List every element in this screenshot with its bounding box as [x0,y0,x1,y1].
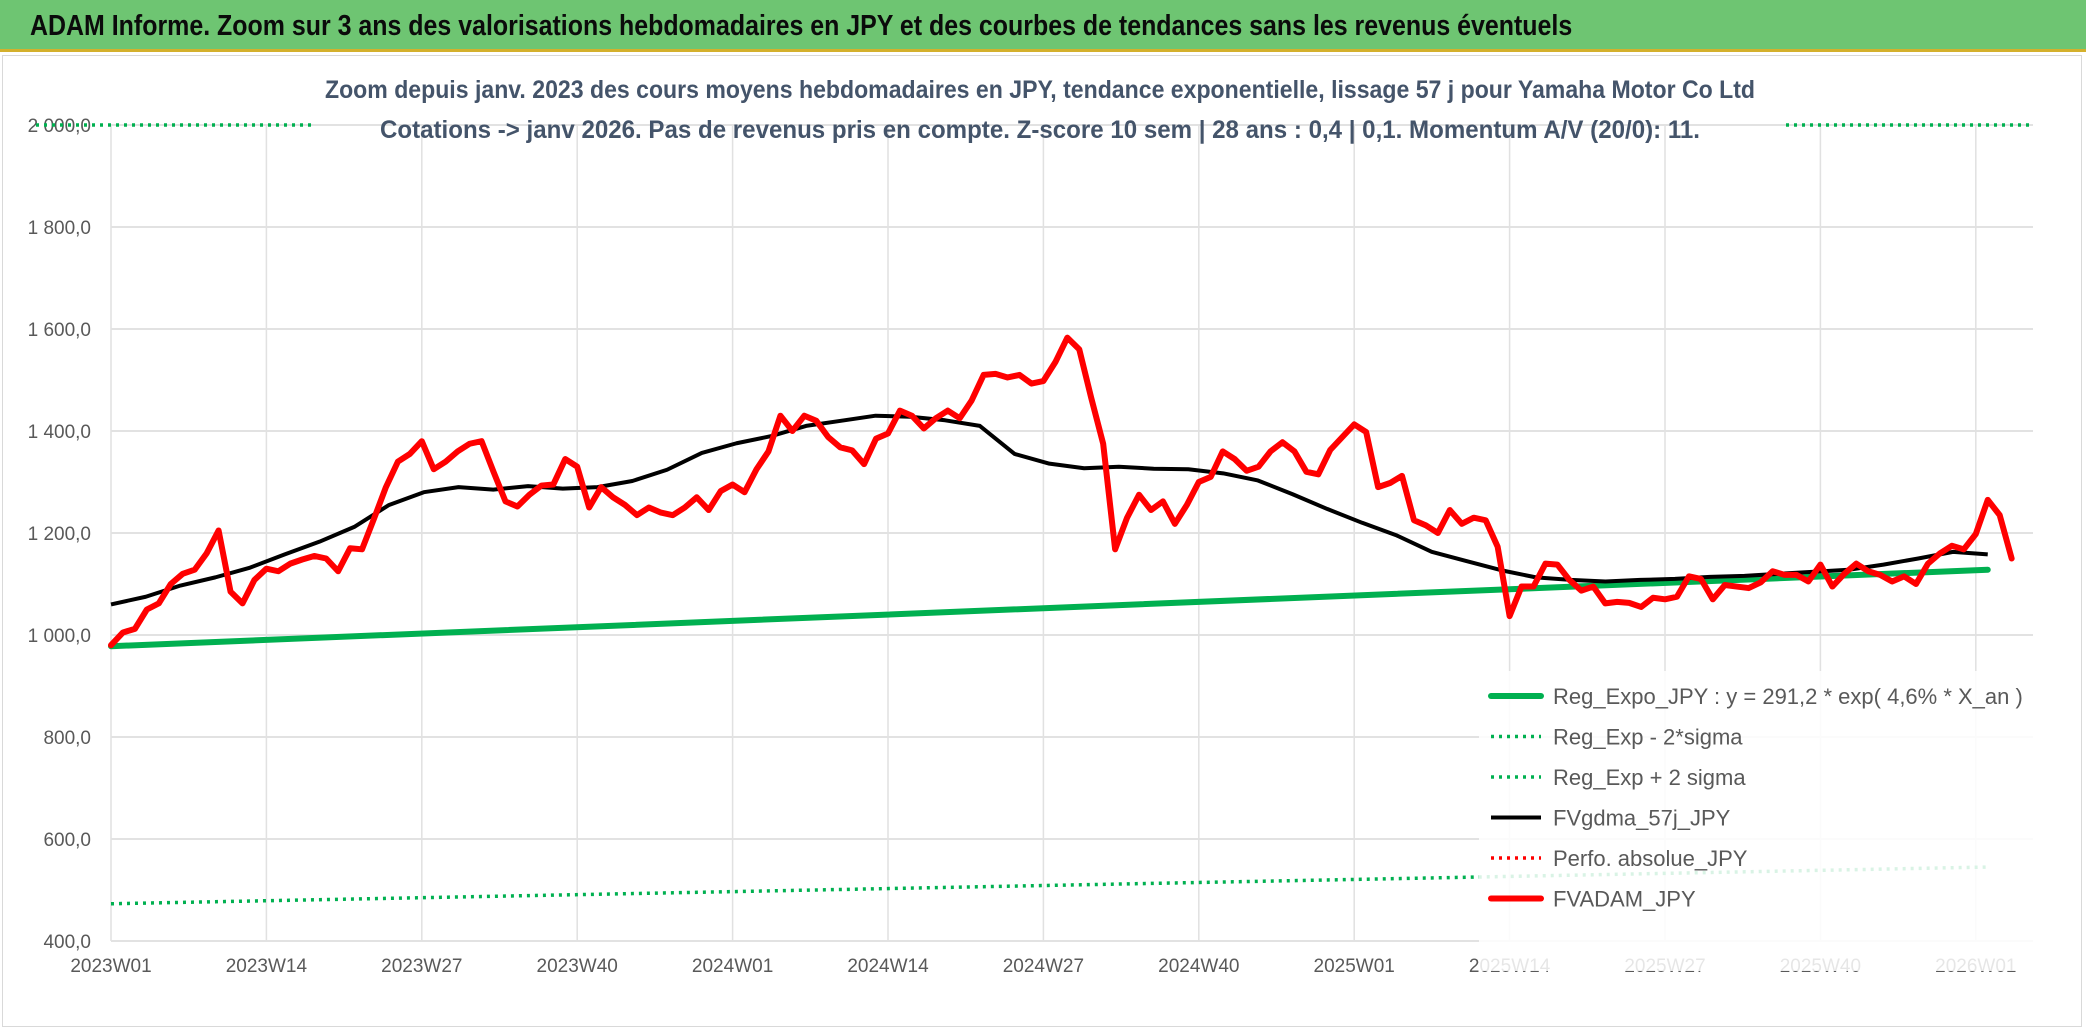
series-1-line [110,865,1988,906]
x-tick-label: 2023W27 [381,956,462,977]
x-tick-label: 2024W01 [692,956,773,977]
x-tick-label: 2023W14 [226,956,308,977]
chart-subtitle: Cotations -> janv 2026. Pas de revenus p… [380,116,1700,144]
chart-title: Zoom depuis janv. 2023 des cours moyens … [325,76,1755,104]
series-5-line [108,334,2015,649]
y-tick-label: 1 800,0 [28,218,91,239]
x-tick-label: 2023W40 [537,956,618,977]
y-axis-tick-labels: 2 000,0 1 800,0 1 600,0 1 400,0 1 200,0 1 000… [28,116,91,953]
x-tick-label: 2024W27 [1003,956,1084,977]
legend-label: Reg_Expo_JPY : y = 291,2 * exp( 4,6% * X… [1553,684,2023,709]
series [36,123,2031,906]
x-tick-label: 2024W14 [847,956,929,977]
y-tick-label: 1 400,0 [28,422,91,443]
report-title: ADAM Informe. Zoom sur 3 ans des valoris… [30,10,1573,42]
y-tick-label: 400,0 [43,932,91,953]
legend: Reg_Expo_JPY : y = 291,2 * exp( 4,6% * X… [1479,671,2039,971]
chart-titles: Zoom depuis janv. 2023 des cours moyens … [303,62,1778,144]
line-chart: 2 000,0 1 800,0 1 600,0 1 400,0 1 200,0 1 000… [28,62,2039,977]
legend-label: FVgdma_57j_JPY [1553,806,1731,831]
series-3-line [110,413,1988,607]
y-tick-label: 2 000,0 [28,116,91,137]
report-banner: ADAM Informe. Zoom sur 3 ans des valoris… [0,0,2086,52]
legend-label: Reg_Exp + 2 sigma [1553,765,1746,790]
legend-label: Reg_Exp - 2*sigma [1553,725,1743,750]
y-tick-label: 1 000,0 [28,626,91,647]
y-tick-label: 1 600,0 [28,320,91,341]
x-tick-label: 2025W01 [1314,956,1395,977]
y-tick-label: 600,0 [43,830,91,851]
chart-frame: 2 000,0 1 800,0 1 600,0 1 400,0 1 200,0 1 000… [2,55,2082,1027]
x-tick-label: 2024W40 [1158,956,1239,977]
legend-label: FVADAM_JPY [1553,887,1696,912]
series-0-line [108,566,1991,650]
x-tick-label: 2023W01 [70,956,151,977]
y-tick-label: 1 200,0 [28,524,91,545]
y-tick-label: 800,0 [43,728,91,749]
legend-label: Perfo. absolue_JPY [1553,846,1748,871]
